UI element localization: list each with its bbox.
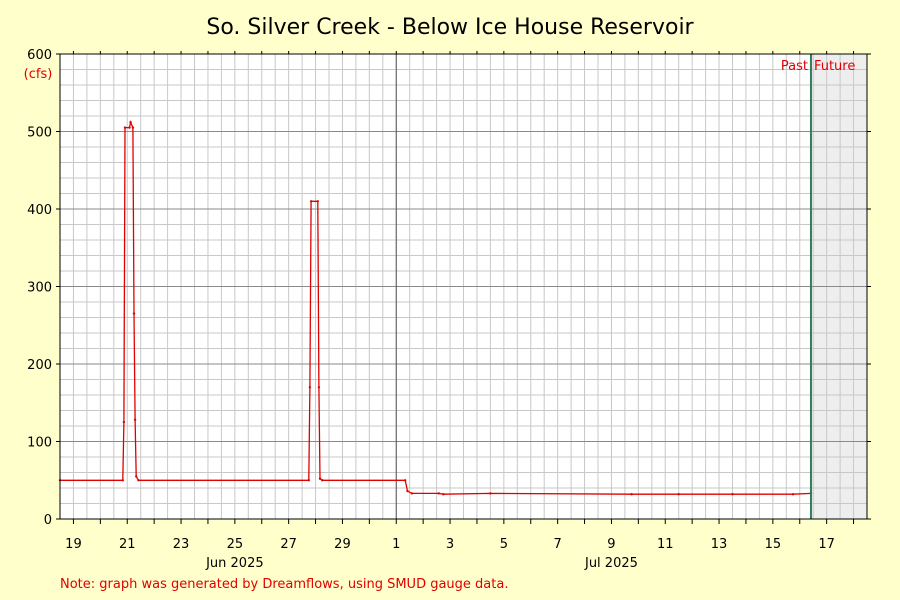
month-label: Jul 2025 <box>584 556 638 571</box>
y-tick-label: 600 <box>27 48 52 63</box>
data-point <box>404 479 407 482</box>
x-tick-label: 5 <box>500 537 508 552</box>
data-point <box>128 126 131 129</box>
x-tick-label: 15 <box>765 537 782 552</box>
x-tick-label: 25 <box>227 537 244 552</box>
x-tick-label: 19 <box>65 537 82 552</box>
data-point <box>123 126 127 129</box>
y-tick-label: 0 <box>44 513 52 528</box>
source-note: Note: graph was generated by Dreamflows,… <box>60 577 508 592</box>
x-tick-label: 1 <box>392 537 400 552</box>
x-tick-label: 11 <box>657 537 674 552</box>
month-label: Jun 2025 <box>205 556 264 571</box>
x-tick-label: 3 <box>446 537 454 552</box>
data-point <box>122 420 126 424</box>
data-point <box>121 479 125 482</box>
x-tick-label: 29 <box>334 537 351 552</box>
data-point <box>131 126 135 129</box>
y-axis-labels: 0 100 200 300 400 500 600 <box>27 48 52 528</box>
x-tick-label: 13 <box>711 537 728 552</box>
data-point <box>129 121 132 124</box>
y-axis-unit: (cfs) <box>24 67 53 82</box>
data-point <box>489 492 492 495</box>
y-tick-label: 500 <box>27 126 52 141</box>
data-point <box>437 492 440 495</box>
data-point <box>791 493 795 496</box>
y-tick-label: 200 <box>27 358 52 373</box>
chart-title: So. Silver Creek - Below Ice House Reser… <box>206 15 694 40</box>
data-point <box>731 493 734 496</box>
x-tick-label: 7 <box>554 537 562 552</box>
data-point <box>321 479 324 482</box>
y-tick-label: 400 <box>27 203 52 218</box>
past-label: Past <box>781 59 808 74</box>
data-point <box>317 386 321 389</box>
x-tick-label: 23 <box>173 537 190 552</box>
x-tick-label: 27 <box>280 537 297 552</box>
data-point <box>316 200 319 203</box>
data-point <box>406 489 409 493</box>
data-point <box>318 477 322 480</box>
data-point <box>677 493 680 496</box>
data-point <box>309 200 313 203</box>
future-label: Future <box>814 59 855 74</box>
grid-lines <box>59 53 868 520</box>
data-point <box>307 479 310 482</box>
data-point <box>132 312 136 315</box>
series-layer <box>58 120 813 496</box>
x-tick-label: 9 <box>607 537 615 552</box>
plot-frame <box>59 53 868 520</box>
y-tick-label: 100 <box>27 436 52 451</box>
y-tick-label: 300 <box>27 281 52 296</box>
data-point <box>308 386 312 389</box>
data-point <box>410 492 414 495</box>
data-point <box>137 479 140 482</box>
x-tick-label: 17 <box>818 537 835 552</box>
data-point <box>442 493 445 496</box>
data-point <box>133 418 137 421</box>
data-point <box>630 493 633 496</box>
data-point <box>135 475 138 478</box>
x-tick-label: 21 <box>119 537 136 552</box>
